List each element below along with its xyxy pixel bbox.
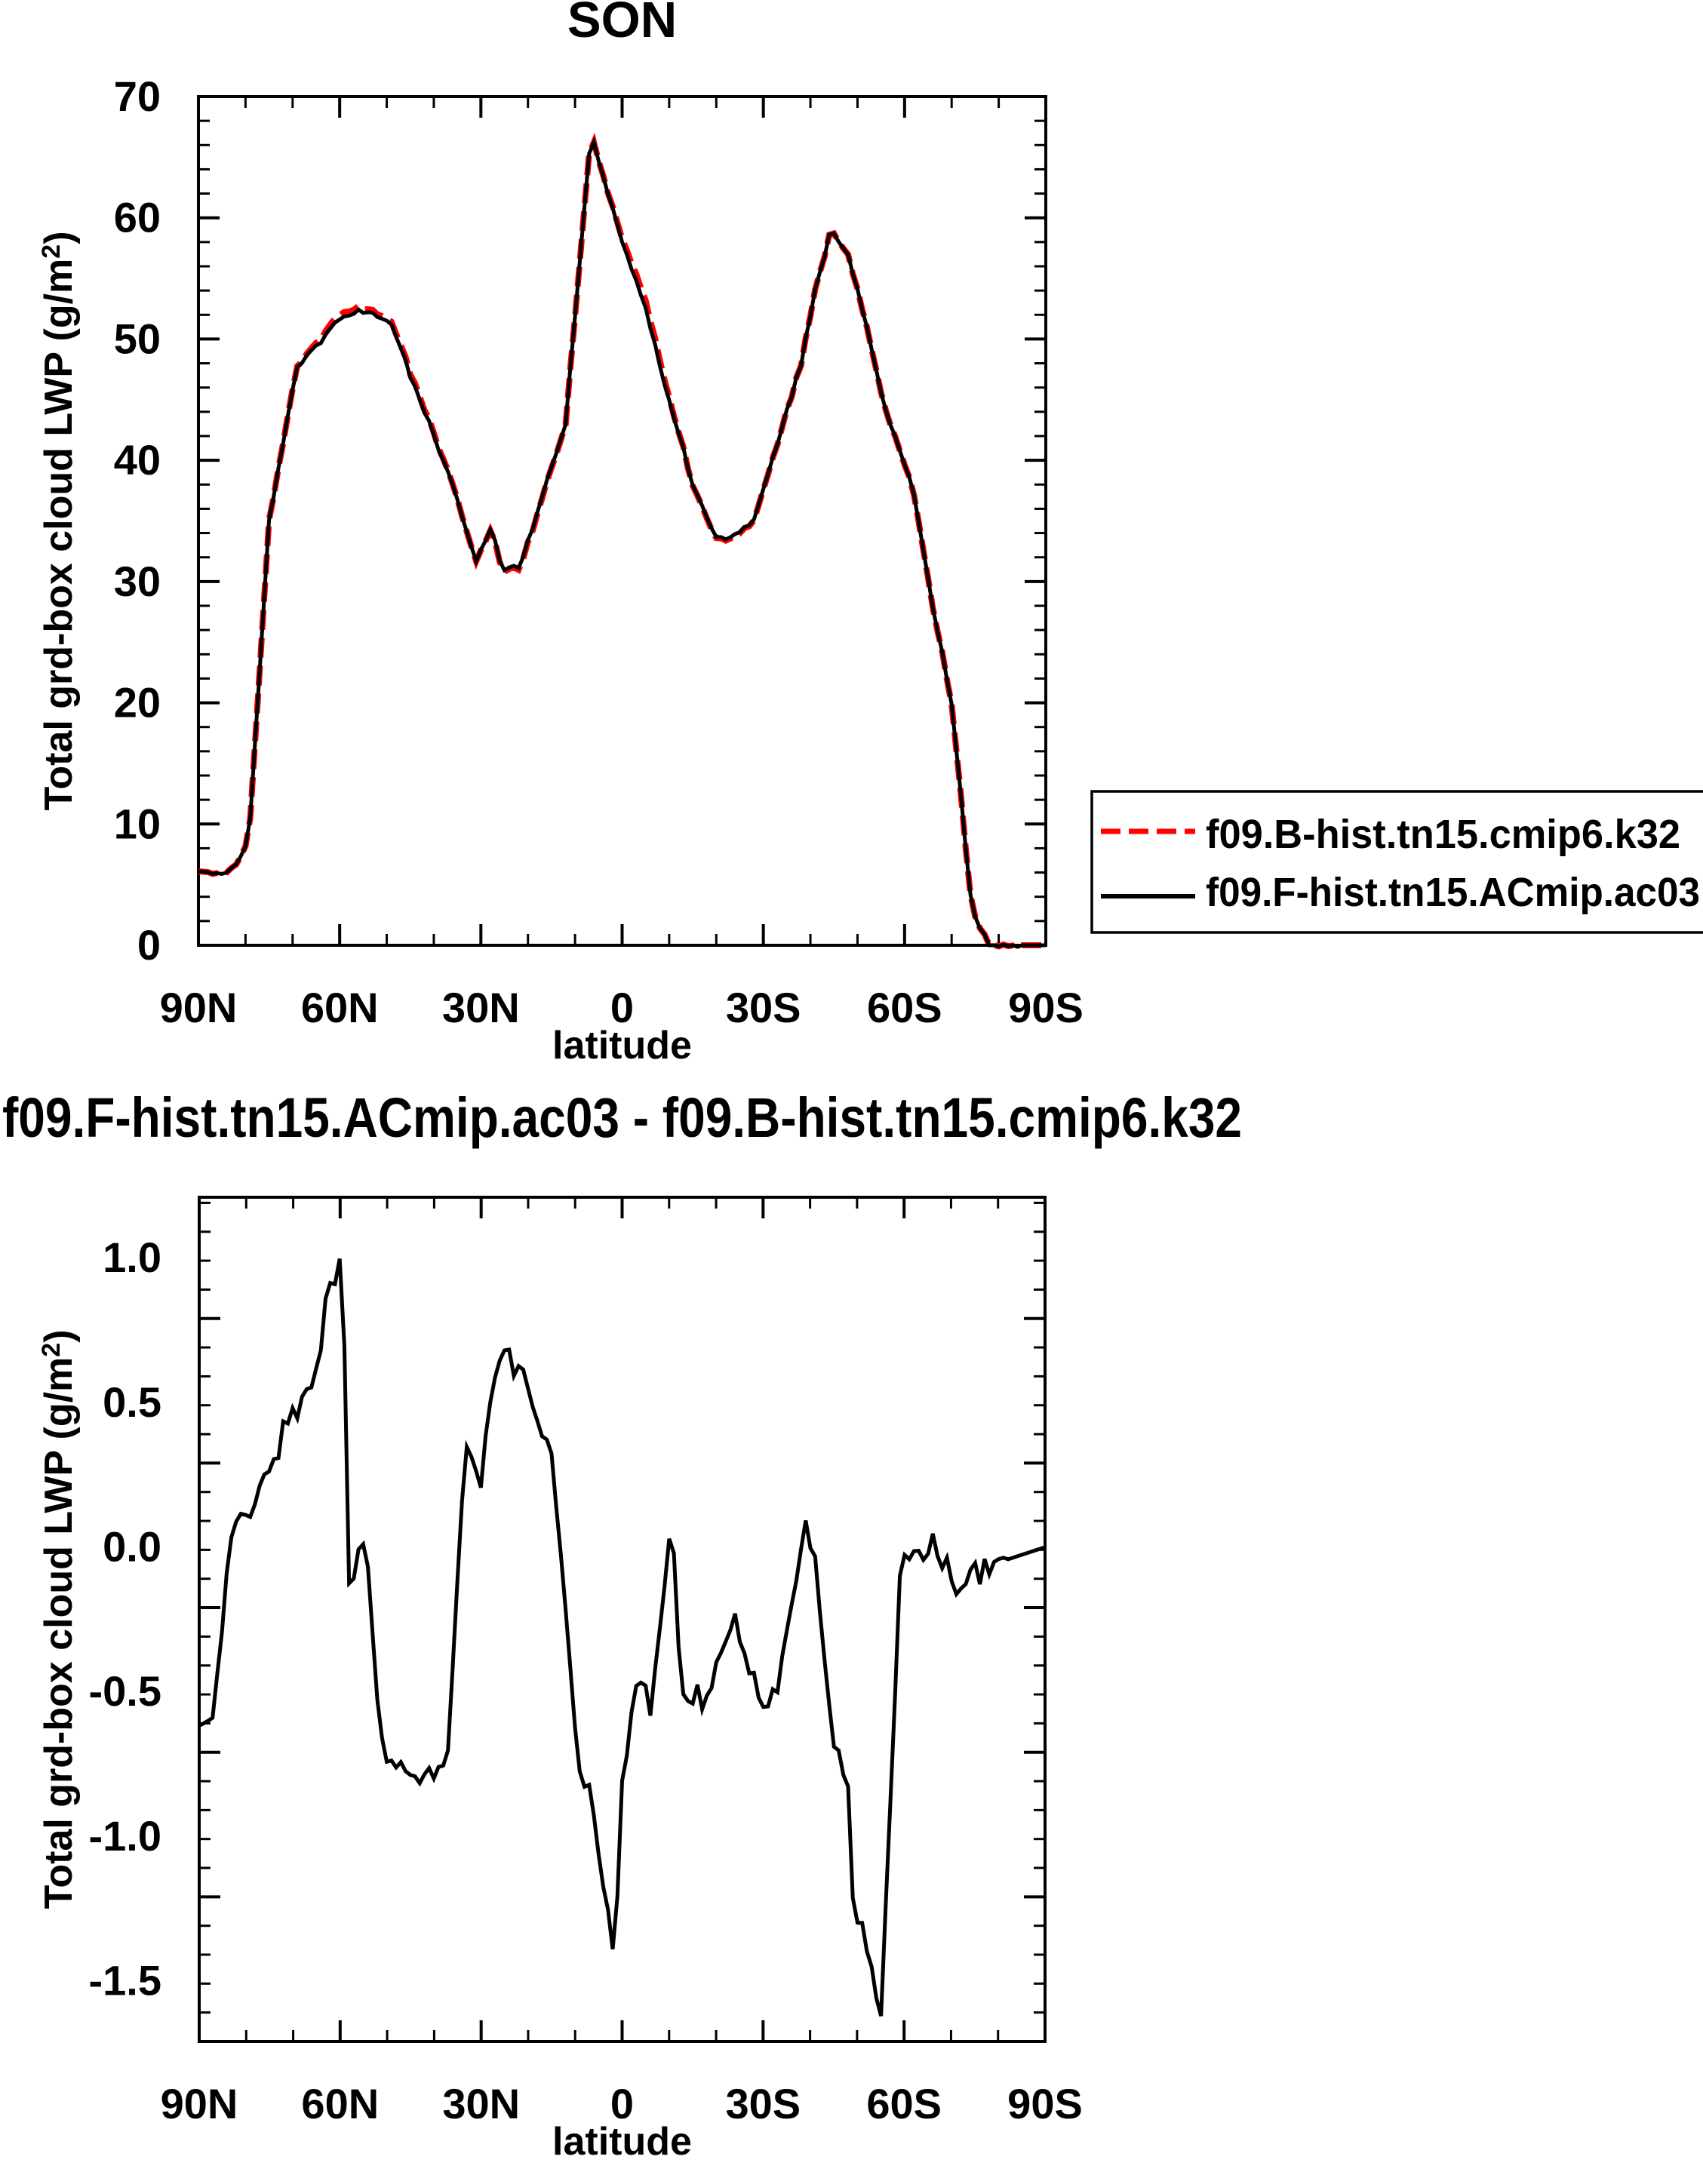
svg-text:0: 0	[137, 921, 161, 969]
svg-text:f09.F-hist.tn15.ACmip.ac03: f09.F-hist.tn15.ACmip.ac03	[1206, 870, 1700, 915]
svg-text:30S: 30S	[725, 2080, 801, 2127]
svg-text:Total grd-box cloud LWP (g/m2): Total grd-box cloud LWP (g/m2)	[37, 231, 81, 810]
svg-text:-1.5: -1.5	[89, 1957, 162, 2004]
svg-text:70: 70	[114, 72, 161, 120]
svg-text:30: 30	[114, 558, 161, 605]
svg-text:-1.0: -1.0	[89, 1812, 162, 1860]
svg-text:30N: 30N	[442, 2080, 520, 2127]
svg-text:60N: 60N	[301, 2080, 379, 2127]
svg-text:30S: 30S	[726, 984, 801, 1031]
svg-text:10: 10	[114, 800, 161, 847]
svg-text:latitude: latitude	[552, 2120, 692, 2164]
svg-text:60N: 60N	[301, 984, 379, 1031]
svg-text:20: 20	[114, 679, 161, 726]
svg-text:60: 60	[114, 194, 161, 241]
svg-text:f09.F-hist.tn15.ACmip.ac03 - f: f09.F-hist.tn15.ACmip.ac03 - f09.B-hist.…	[2, 1086, 1242, 1149]
svg-text:90S: 90S	[1008, 984, 1084, 1031]
svg-text:90S: 90S	[1007, 2080, 1083, 2127]
svg-text:1.0: 1.0	[103, 1233, 161, 1281]
svg-text:60S: 60S	[866, 2080, 942, 2127]
svg-text:Total grd-box cloud LWP (g/m2): Total grd-box cloud LWP (g/m2)	[37, 1329, 81, 1909]
svg-text:SON: SON	[567, 0, 677, 48]
svg-text:30N: 30N	[442, 984, 520, 1031]
svg-text:60S: 60S	[867, 984, 942, 1031]
svg-text:-0.5: -0.5	[89, 1667, 162, 1715]
svg-text:50: 50	[114, 315, 161, 362]
svg-text:40: 40	[114, 436, 161, 484]
svg-text:0.5: 0.5	[103, 1378, 161, 1426]
svg-text:latitude: latitude	[552, 1024, 692, 1067]
svg-text:0.0: 0.0	[103, 1523, 161, 1571]
svg-text:90N: 90N	[161, 2080, 238, 2127]
svg-text:90N: 90N	[160, 984, 238, 1031]
svg-text:f09.B-hist.tn15.cmip6.k32: f09.B-hist.tn15.cmip6.k32	[1206, 812, 1680, 857]
